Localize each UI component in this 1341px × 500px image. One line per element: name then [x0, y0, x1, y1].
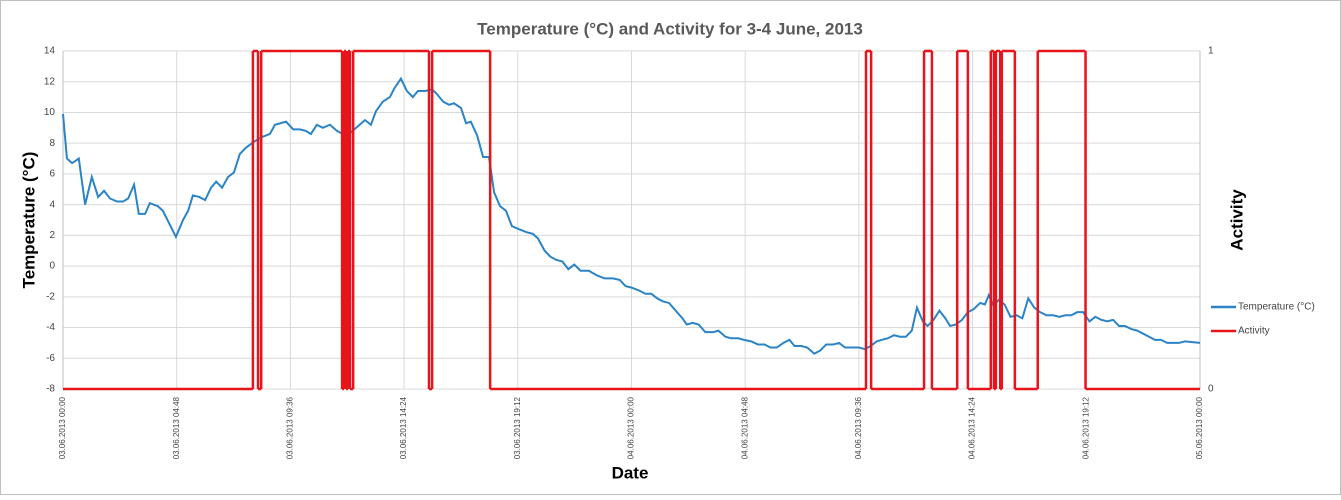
x-tick-label: 04.06.2013 04:48 [740, 396, 749, 459]
x-tick-label: 04.06.2013 09:36 [854, 396, 863, 459]
y-tick-label: 4 [49, 199, 55, 210]
y-axis-label: Temperature (°C) [19, 152, 38, 289]
y-tick-label: 10 [44, 107, 56, 118]
y-tick-label: 8 [49, 138, 55, 149]
x-tick-label: 04.06.2013 00:00 [627, 396, 636, 459]
y2-tick-label: 1 [1208, 46, 1214, 57]
x-tick-label: 03.06.2013 14:24 [399, 396, 408, 459]
y-tick-label: -6 [46, 353, 55, 364]
y-tick-label: -4 [46, 322, 55, 333]
y2-tick-label: 0 [1208, 384, 1214, 395]
legend-label: Activity [1238, 326, 1270, 337]
chart-title: Temperature (°C) and Activity for 3-4 Ju… [477, 19, 863, 38]
x-tick-label: 05.06.2013 00:00 [1195, 396, 1204, 459]
x-tick-label: 03.06.2013 09:36 [286, 396, 295, 459]
y-tick-label: 14 [44, 46, 56, 57]
y2-axis-label: Activity [1227, 189, 1246, 251]
y-tick-label: -8 [46, 384, 55, 395]
legend-label: Temperature (°C) [1238, 302, 1315, 313]
x-tick-label: 03.06.2013 00:00 [58, 396, 67, 459]
y-tick-label: 0 [49, 261, 55, 272]
y-tick-label: 6 [49, 169, 55, 180]
x-tick-label: 03.06.2013 19:12 [513, 396, 522, 459]
y-tick-label: 2 [49, 230, 55, 241]
series-line [62, 76, 1201, 355]
x-tick-label: 04.06.2013 19:12 [1081, 396, 1090, 459]
x-tick-label: 03.06.2013 04:48 [172, 396, 181, 459]
y-tick-label: -2 [46, 291, 55, 302]
y-tick-label: 12 [44, 76, 56, 87]
x-axis-label: Date [612, 463, 649, 482]
x-tick-label: 04.06.2013 14:24 [968, 396, 977, 459]
